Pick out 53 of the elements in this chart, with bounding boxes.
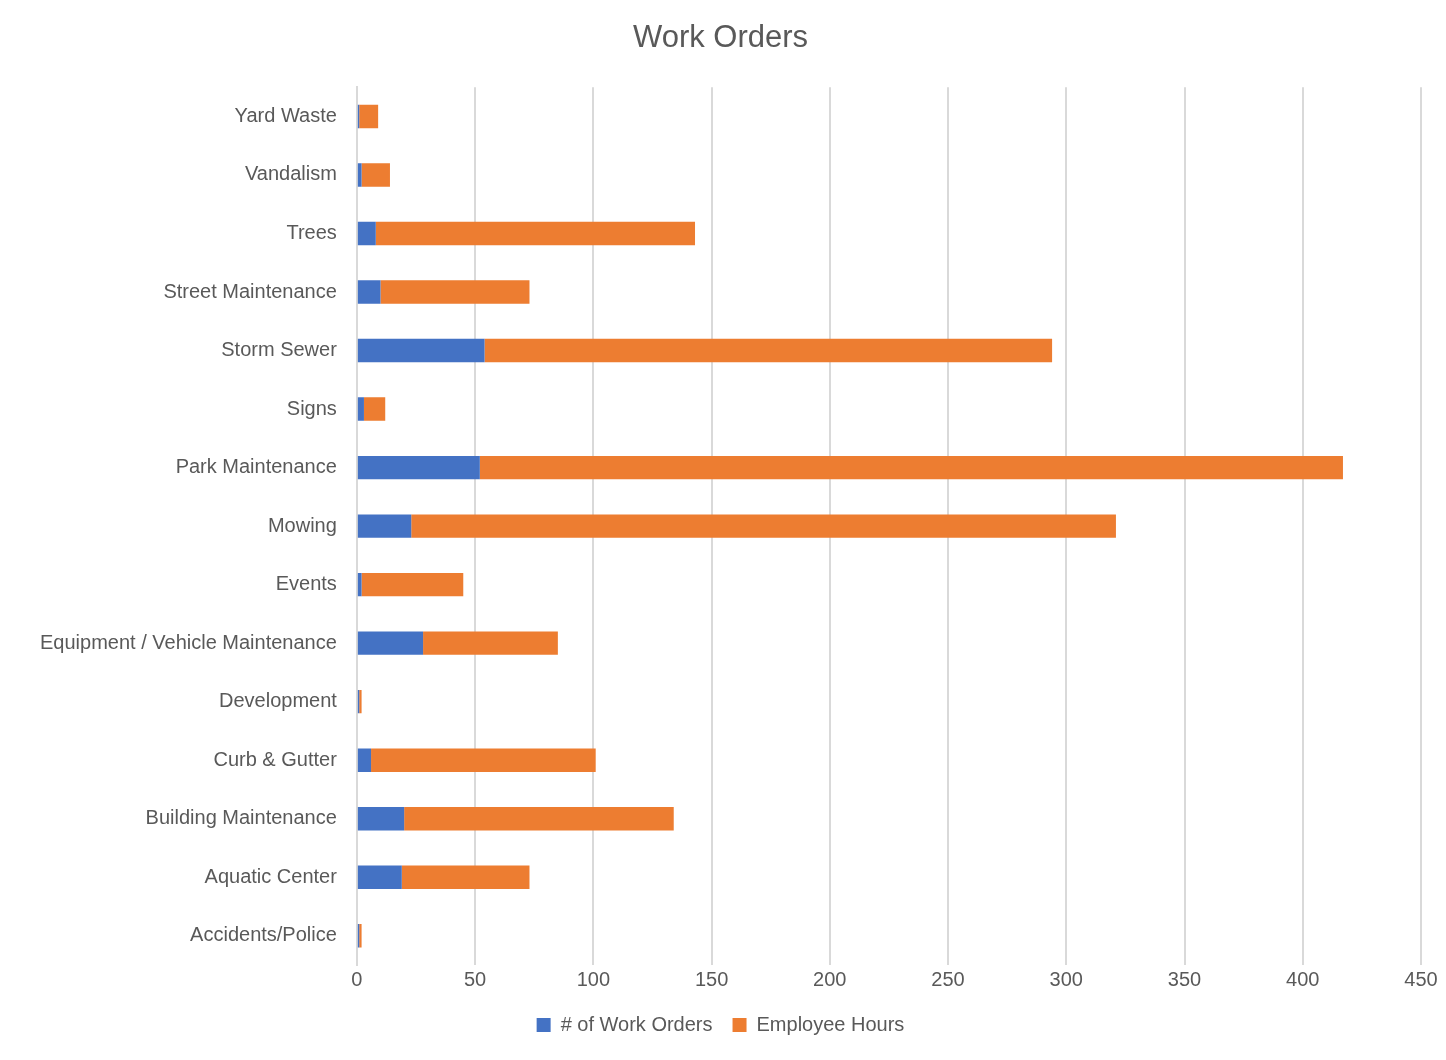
bar	[361, 572, 464, 597]
x-tick-label: 200	[813, 967, 847, 990]
y-tick-label: Park Maintenance	[175, 455, 337, 478]
y-tick-label: Events	[275, 572, 337, 595]
bar	[479, 455, 1343, 480]
bar	[359, 104, 379, 129]
x-tick-label: 300	[1049, 967, 1083, 990]
y-tick-label: Equipment / Vehicle Maintenance	[40, 630, 337, 653]
x-tick-label: 450	[1404, 967, 1438, 990]
bar	[357, 807, 405, 831]
bar	[357, 572, 362, 597]
bar	[357, 397, 364, 421]
bar	[357, 631, 424, 655]
bar	[363, 397, 386, 421]
bar	[423, 631, 558, 655]
y-tick-label: Mowing	[267, 513, 337, 536]
bar	[411, 514, 1116, 538]
y-tick-label: Accidents/Police	[190, 923, 337, 946]
bar	[357, 514, 412, 538]
y-tick-label: Yard Waste	[234, 103, 337, 126]
bar	[371, 748, 596, 772]
x-tick-label: 50	[463, 967, 487, 990]
y-tick-label: Curb & Gutter	[213, 747, 338, 770]
bar	[375, 221, 696, 246]
legend-label: # of Work Orders	[560, 1012, 713, 1035]
legend-label: Employee Hours	[756, 1012, 905, 1035]
bar	[380, 280, 530, 304]
x-tick-label: 350	[1167, 967, 1202, 990]
y-tick-label: Street Maintenance	[163, 279, 337, 302]
y-tick-label: Aquatic Center	[204, 864, 338, 887]
bar	[484, 338, 1053, 363]
bar	[404, 807, 674, 831]
x-tick-label: 250	[931, 967, 965, 990]
x-tick-label: 150	[694, 967, 729, 990]
y-tick-label: Development	[219, 689, 338, 712]
y-tick-label: Trees	[286, 221, 337, 244]
bar	[357, 163, 362, 187]
bar	[357, 865, 402, 889]
y-tick-label: Vandalism	[244, 162, 337, 185]
x-tick-label: 0	[351, 967, 363, 990]
bar	[401, 865, 530, 889]
bar	[357, 280, 381, 304]
bar	[357, 338, 485, 363]
x-tick-label: 400	[1286, 967, 1320, 990]
chart-title: Work Orders	[632, 19, 809, 55]
bar	[361, 163, 390, 187]
y-tick-label: Storm Sewer	[221, 338, 338, 361]
bar	[357, 221, 376, 246]
y-tick-label: Signs	[286, 396, 337, 419]
bar	[357, 748, 372, 772]
x-tick-label: 100	[576, 967, 611, 990]
bar	[357, 455, 480, 480]
y-tick-label: Building Maintenance	[145, 806, 337, 829]
